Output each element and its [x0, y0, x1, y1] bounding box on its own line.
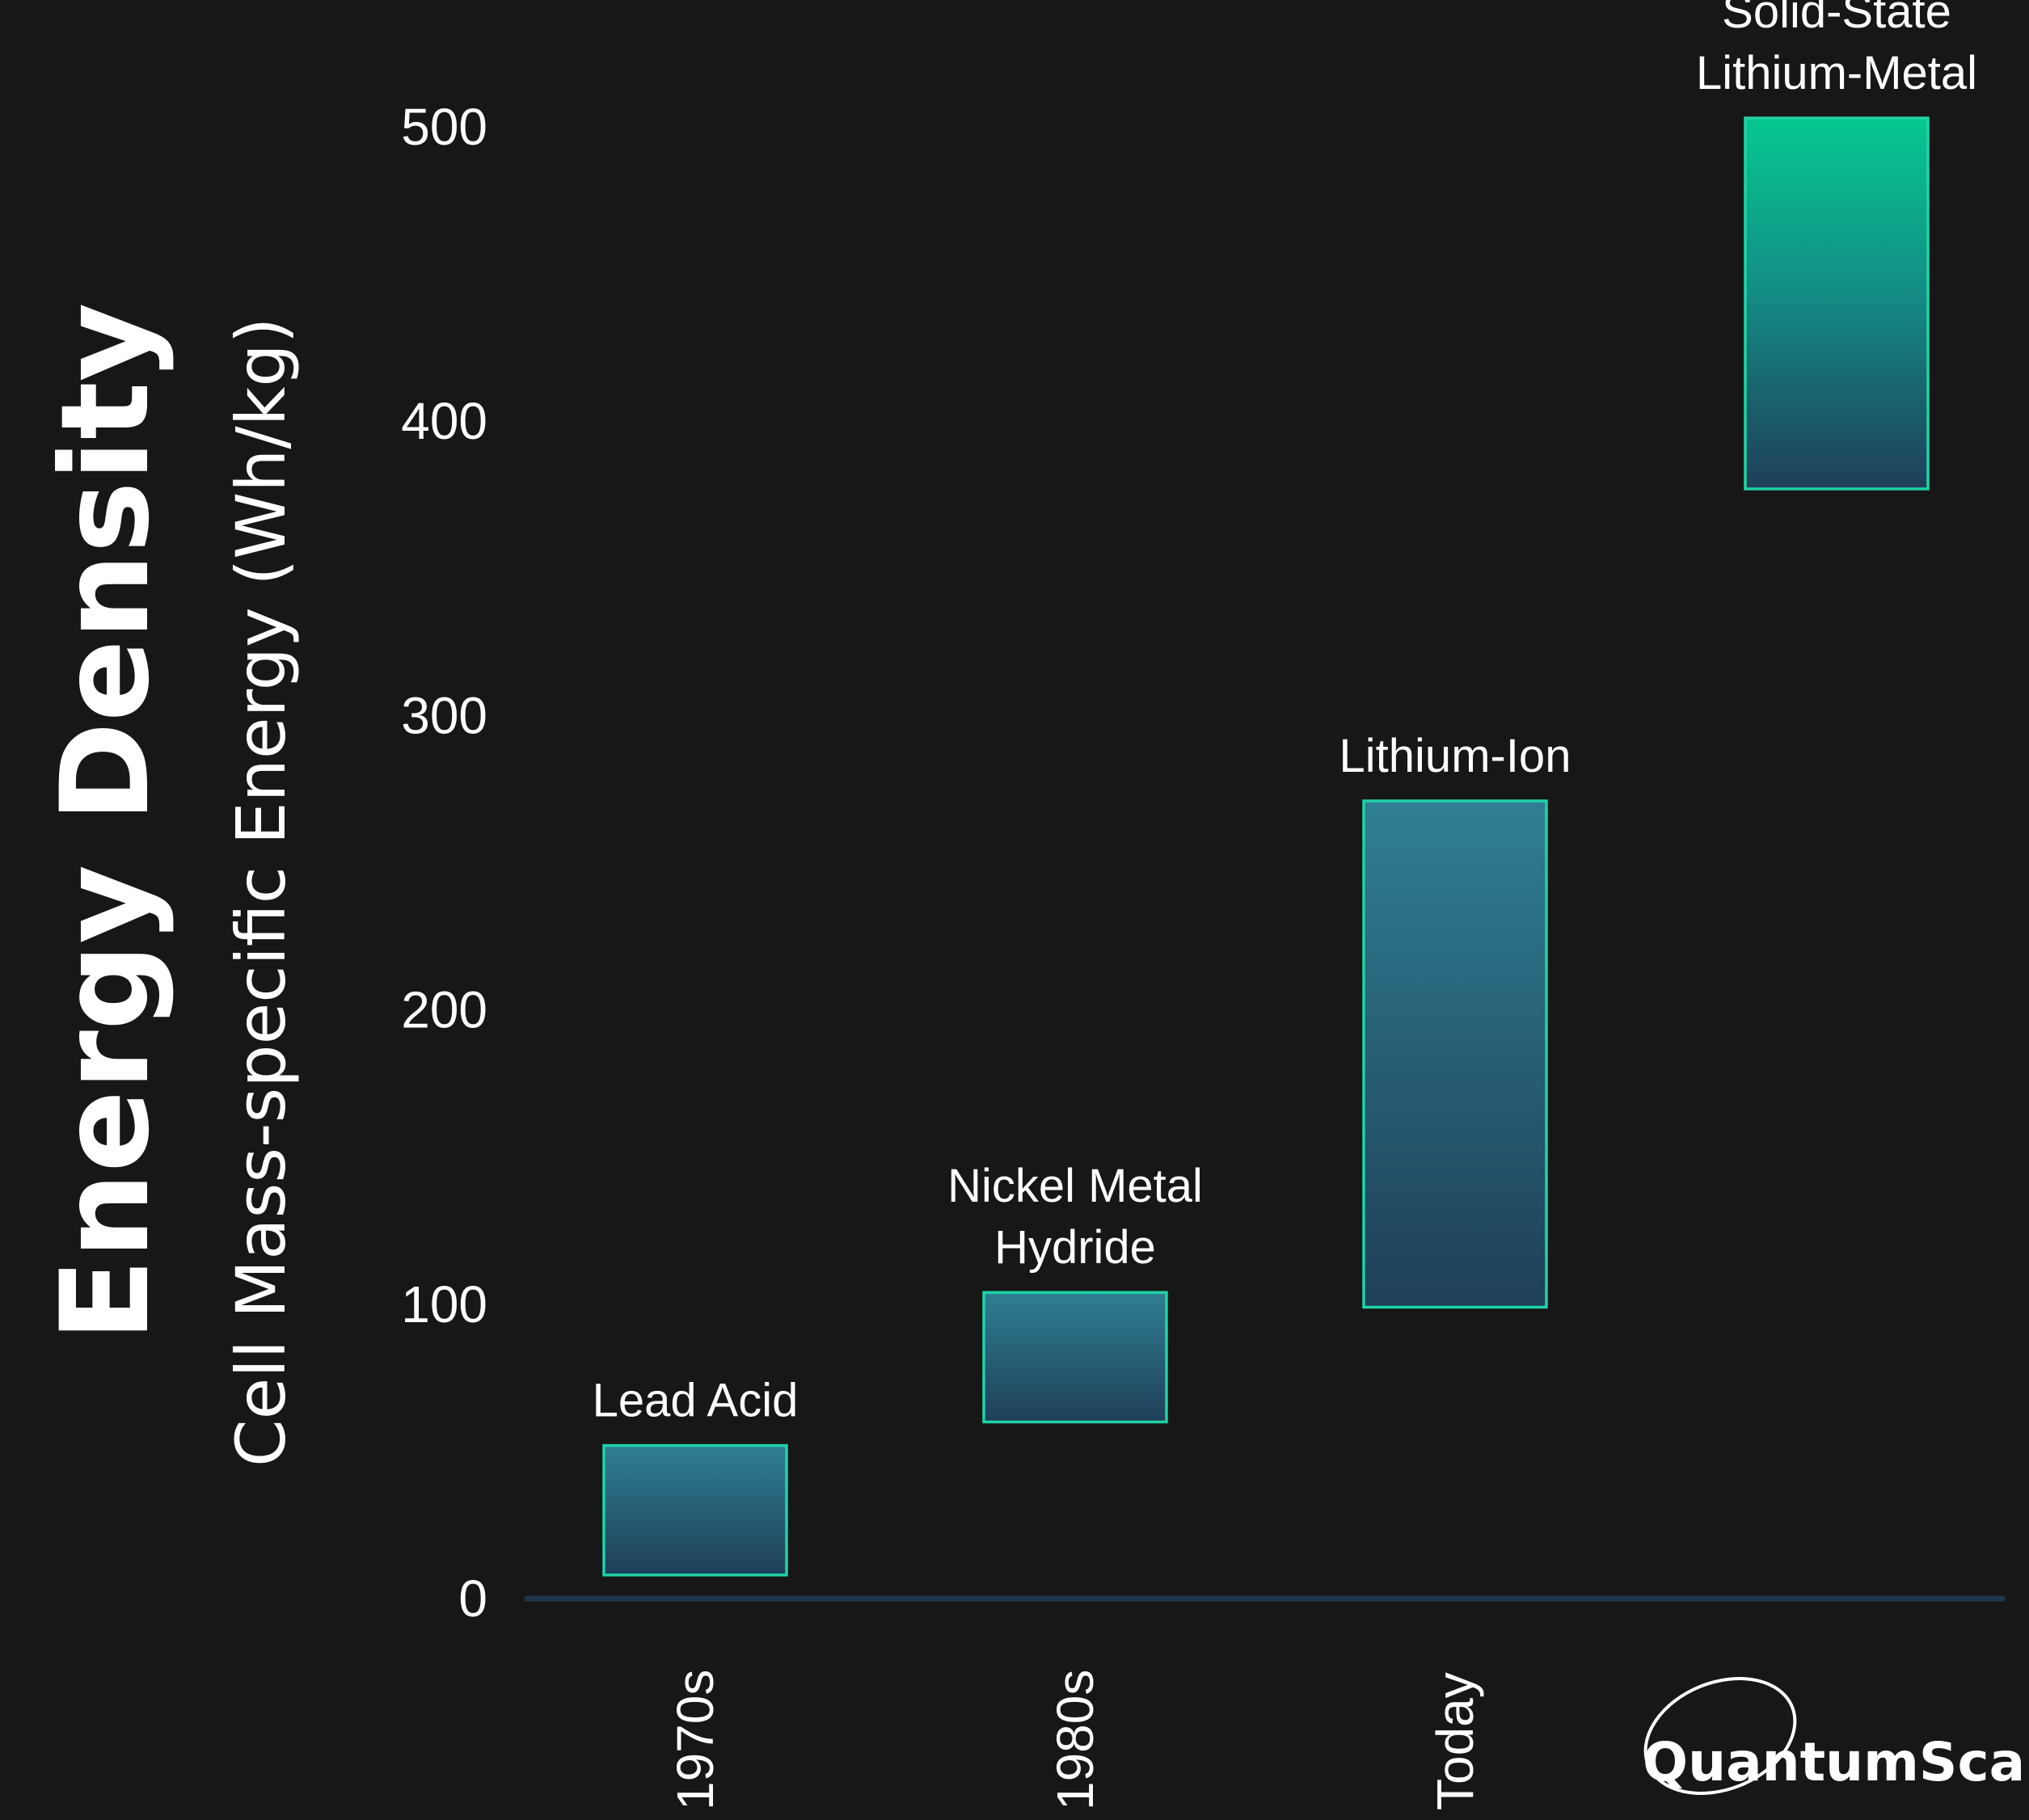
- bar-labels-group: Lead Acid Nickel Metal Hydride Lithium-Ion S…: [593, 0, 1977, 1427]
- bar-quantumscape: [1744, 116, 1930, 491]
- bar-label: Lithium-Ion: [1339, 730, 1571, 782]
- bar-today: [1362, 799, 1548, 1309]
- category-label: 1980s: [1046, 1670, 1104, 1810]
- category-label: 1970s: [666, 1670, 724, 1810]
- y-tick-label: 100: [401, 1275, 487, 1333]
- bar-label: Lithium-Metal: [1696, 47, 1977, 99]
- y-tick-label: 0: [458, 1569, 487, 1628]
- bar-1970s: [602, 1443, 788, 1577]
- y-tick-label: 500: [401, 98, 487, 156]
- y-tick-label: 200: [401, 981, 487, 1039]
- chart-title: Energy Density: [36, 302, 176, 1342]
- bar-label: Solid-State: [1722, 0, 1951, 38]
- bar-label: Nickel Metal: [947, 1160, 1203, 1212]
- quantumscape-logo: QuantumScape: [1643, 1677, 2029, 1795]
- bar-label: Lead Acid: [593, 1375, 799, 1427]
- bars-group: [602, 116, 1930, 1577]
- logo-text: QuantumScape: [1643, 1731, 2029, 1793]
- y-axis-ticks: 0 100 200 300 400 500: [401, 98, 487, 1628]
- category-labels-group: 1970s 1980s Today: [666, 1670, 1484, 1810]
- y-tick-label: 300: [401, 686, 487, 744]
- swoosh-ellipse-icon: [1643, 1677, 1797, 1795]
- category-label: Today: [1426, 1672, 1484, 1810]
- y-axis-label: Cell Mass-specific Energy (Wh/kg): [221, 318, 301, 1467]
- y-tick-label: 400: [401, 392, 487, 450]
- bar-label: Hydride: [994, 1221, 1156, 1274]
- bar-1980s: [982, 1291, 1168, 1424]
